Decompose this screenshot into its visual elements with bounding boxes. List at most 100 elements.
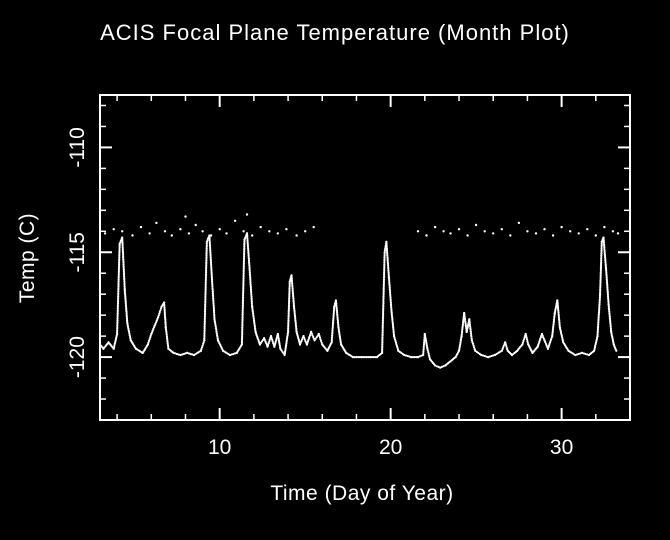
data-dot <box>242 269 245 272</box>
data-dot <box>460 336 463 339</box>
data-dot <box>118 246 121 249</box>
data-dot <box>203 322 206 325</box>
data-dot <box>116 327 119 330</box>
data-dot <box>203 315 206 318</box>
x-tick-label: 20 <box>379 436 402 459</box>
data-dot <box>599 284 602 287</box>
data-dot <box>469 330 472 333</box>
data-dot <box>117 283 120 286</box>
data-dot <box>557 311 560 314</box>
data-dot <box>382 304 385 307</box>
data-dot <box>586 228 589 231</box>
data-dot <box>332 312 335 315</box>
data-dot <box>315 336 318 339</box>
data-dot <box>381 341 384 344</box>
data-dot <box>314 337 317 340</box>
data-dot <box>599 274 602 277</box>
data-dot <box>241 297 245 300</box>
data-dot <box>152 326 156 329</box>
data-dot <box>596 331 599 334</box>
data-dot <box>469 332 473 335</box>
data-dot <box>605 281 609 284</box>
data-dot <box>215 330 218 333</box>
data-dot <box>597 314 600 318</box>
data-dot <box>599 286 602 289</box>
data-dot <box>427 351 430 354</box>
data-dot <box>606 284 609 288</box>
data-dot <box>123 282 126 285</box>
data-dot <box>382 295 385 298</box>
data-dot <box>599 271 602 274</box>
data-dot <box>118 244 121 247</box>
data-dot <box>163 311 166 314</box>
data-dot <box>422 346 425 350</box>
data-dot <box>242 270 245 273</box>
data-dot <box>388 288 391 291</box>
data-dot <box>247 257 250 260</box>
data-dot <box>470 337 473 340</box>
data-dot <box>597 319 600 323</box>
data-dot <box>126 319 129 322</box>
data-dot <box>332 321 335 324</box>
data-dot <box>381 322 384 325</box>
data-dot <box>287 330 290 333</box>
data-dot <box>390 311 393 314</box>
data-dot <box>534 232 538 235</box>
data-dot <box>118 249 121 252</box>
data-dot <box>243 252 246 255</box>
data-dot <box>293 309 296 312</box>
data-dot <box>204 308 207 311</box>
data-dot <box>300 340 303 343</box>
data-dot <box>385 249 389 252</box>
data-dot <box>121 243 124 246</box>
data-dot <box>214 325 217 328</box>
data-dot <box>598 308 601 311</box>
data-dot <box>422 343 426 346</box>
data-dot <box>385 244 388 247</box>
data-dot <box>558 323 561 326</box>
data-dot <box>288 285 291 288</box>
data-dot <box>385 245 388 248</box>
data-dot <box>208 244 212 247</box>
data-dot <box>242 287 245 290</box>
data-dot <box>262 338 265 341</box>
data-dot <box>502 346 505 349</box>
data-dot <box>385 240 388 243</box>
data-dot <box>383 264 386 267</box>
data-dot <box>440 365 443 368</box>
data-dot <box>181 353 184 356</box>
data-dot <box>382 309 385 312</box>
data-dot <box>357 356 360 359</box>
data-dot <box>415 356 418 359</box>
data-dot <box>291 289 294 292</box>
data-dot <box>600 254 603 257</box>
data-dot <box>599 281 602 284</box>
data-dot <box>606 283 609 286</box>
data-dot <box>164 321 167 324</box>
data-dot <box>166 344 170 347</box>
data-dot <box>116 331 119 334</box>
data-dot <box>179 228 182 231</box>
data-dot <box>551 330 554 333</box>
data-dot <box>437 365 440 368</box>
data-dot <box>382 310 385 314</box>
data-dot <box>604 261 607 264</box>
data-dot <box>382 288 385 291</box>
data-dot <box>382 290 385 293</box>
data-dot <box>116 304 119 307</box>
data-dot <box>216 334 219 337</box>
data-dot <box>149 334 152 337</box>
data-dot <box>241 333 244 336</box>
data-dot <box>425 341 428 344</box>
data-dot <box>276 232 279 235</box>
data-dot <box>526 230 529 233</box>
data-dot <box>246 239 249 242</box>
data-dot <box>204 296 207 299</box>
data-dot <box>574 353 577 357</box>
data-dot <box>241 306 244 309</box>
data-dot <box>122 272 126 275</box>
data-dot <box>204 278 207 281</box>
data-dot <box>157 314 160 317</box>
data-dot <box>392 331 395 334</box>
data-dot <box>251 307 254 310</box>
